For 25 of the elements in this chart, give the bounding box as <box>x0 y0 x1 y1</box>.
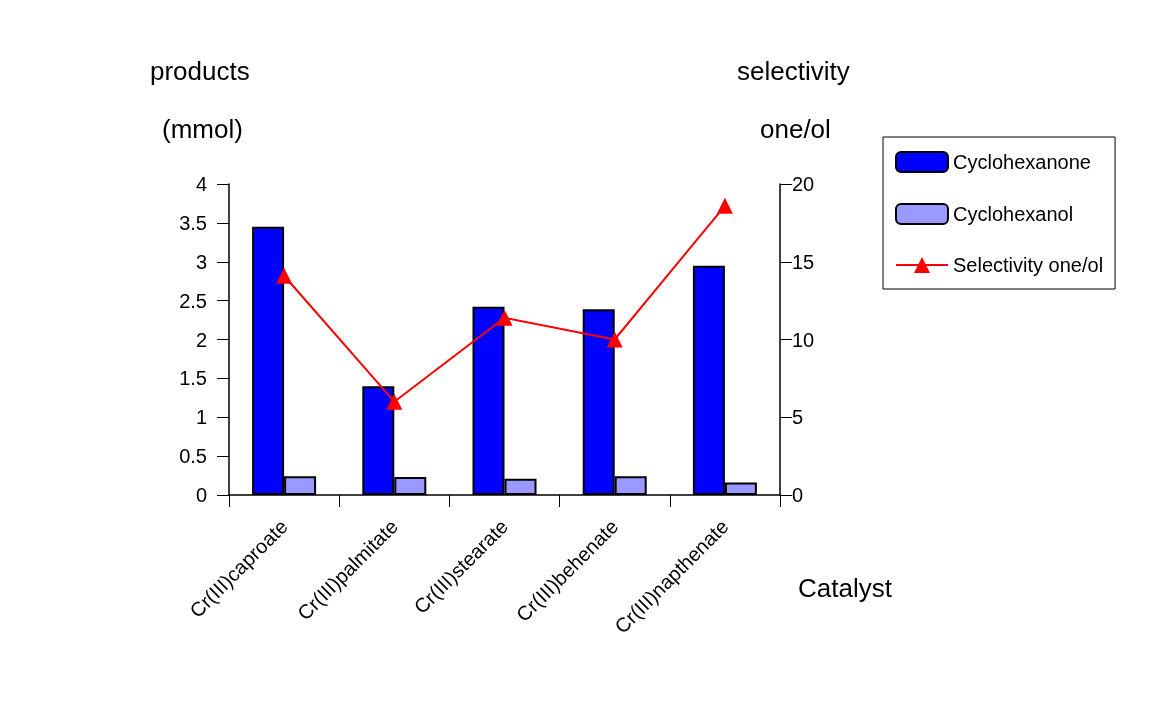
point <box>386 393 403 410</box>
y2-tick-label: 15 <box>792 250 815 273</box>
y-tick-label: 3.5 <box>179 211 207 234</box>
y2-axis-title: selectivity one/ol <box>737 56 850 144</box>
y-tick-label: 0.5 <box>179 445 207 468</box>
point <box>606 331 623 348</box>
legend-label: Selectivity one/ol <box>953 254 1104 276</box>
y-tick-label: 3 <box>195 250 207 273</box>
y2-tick-label: 5 <box>792 406 804 429</box>
point <box>276 267 293 284</box>
point <box>716 197 733 214</box>
x-axis-title: Catalyst <box>798 573 893 603</box>
point <box>496 309 513 326</box>
y-tick-label: 1.5 <box>179 367 207 390</box>
y-tick-label: 4 <box>195 173 207 195</box>
y2-tick-label: 20 <box>792 173 815 195</box>
y2-tick-label: 10 <box>792 328 815 351</box>
y-tick-label: 2.5 <box>179 289 207 312</box>
y-tick-label: 0 <box>195 484 207 506</box>
y-axis-title: products (mmol) <box>150 56 250 144</box>
y-tick-label: 2 <box>195 328 207 351</box>
legend-label: Cyclohexanone <box>953 151 1091 173</box>
y2-tick-label: 0 <box>792 484 804 506</box>
y-tick-label: 1 <box>195 406 207 429</box>
legend-label: Cyclohexanol <box>953 203 1074 225</box>
